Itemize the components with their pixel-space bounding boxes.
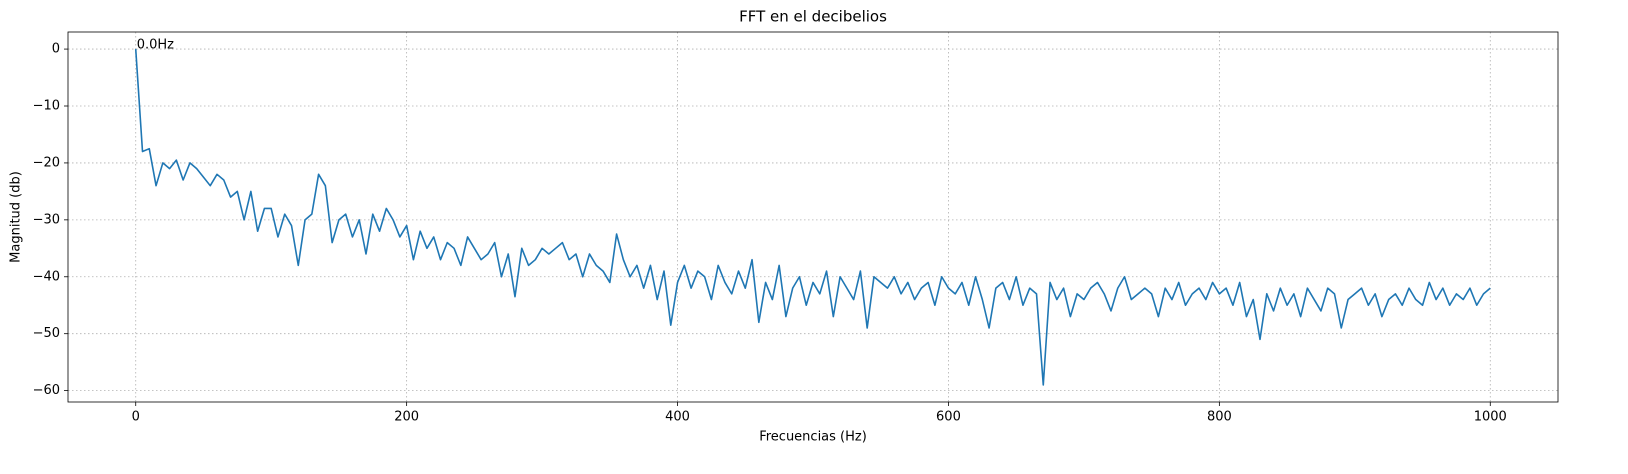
x-tick-label: 1000 xyxy=(1474,410,1507,425)
chart-title: FFT en el decibelios xyxy=(739,8,887,26)
y-tick-label: 0 xyxy=(52,42,60,57)
y-axis-label: Magnitud (db) xyxy=(9,171,24,263)
x-tick-label: 800 xyxy=(1207,410,1232,425)
x-axis-label: Frecuencias (Hz) xyxy=(759,430,867,445)
y-tick-label: −30 xyxy=(33,212,60,227)
x-tick-label: 0 xyxy=(132,410,140,425)
y-tick-label: −40 xyxy=(33,269,60,284)
y-tick-label: −20 xyxy=(33,155,60,170)
y-tick-label: −60 xyxy=(33,383,60,398)
plot-frame xyxy=(67,31,1559,403)
line-series xyxy=(134,49,1491,386)
x-tick-label: 600 xyxy=(936,410,961,425)
y-tick-label: −50 xyxy=(33,326,60,341)
annotation: 0.0Hz xyxy=(137,38,174,53)
x-tick-label: 400 xyxy=(665,410,690,425)
x-tick-label: 200 xyxy=(394,410,419,425)
y-tick-label: −10 xyxy=(33,99,60,114)
